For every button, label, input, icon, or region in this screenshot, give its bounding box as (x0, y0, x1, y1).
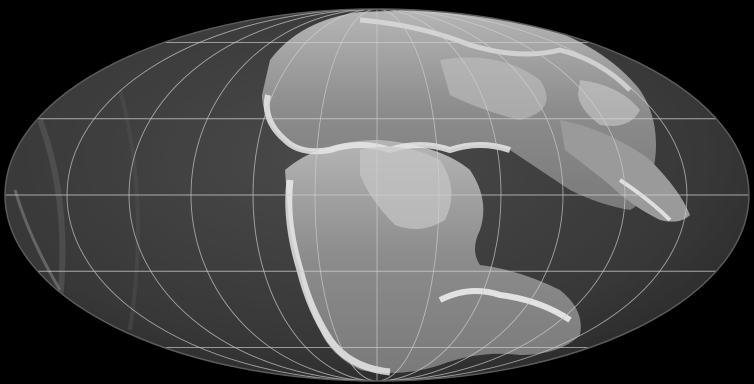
graticule-meridian (252, 9, 502, 381)
graticule (5, 9, 749, 381)
graticule-meridian (190, 9, 564, 381)
highland (578, 80, 640, 126)
ocean-ridge (37, 118, 66, 301)
coastline (285, 179, 391, 376)
landmass-laurasia (262, 11, 656, 210)
ocean-ridge (13, 189, 62, 291)
landmass-east-asia (560, 120, 690, 222)
graticule-meridian (66, 9, 688, 381)
highland (440, 57, 547, 120)
landmass-gondwana (285, 140, 581, 374)
highland (360, 146, 452, 229)
graticule-meridian (128, 9, 626, 381)
coastline (359, 17, 632, 92)
ocean-ridge (118, 89, 140, 331)
graticule-meridian (314, 9, 440, 381)
coastline (438, 288, 572, 323)
coastline (263, 94, 511, 155)
map-border (4, 8, 750, 382)
coastline (618, 178, 672, 222)
